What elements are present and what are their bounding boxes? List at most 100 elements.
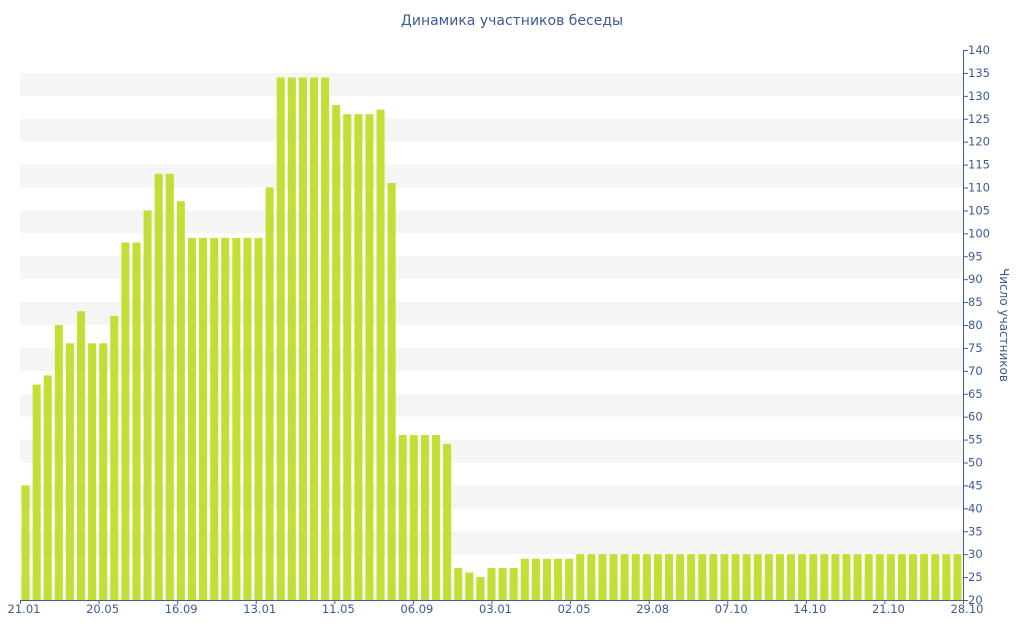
bar xyxy=(820,554,829,600)
x-tick-label: 29.08 xyxy=(636,602,669,616)
bar xyxy=(254,237,263,601)
bar xyxy=(831,554,840,600)
bar xyxy=(199,237,208,601)
bar xyxy=(698,554,707,600)
y-tick-label: 45 xyxy=(968,478,983,492)
bar xyxy=(642,554,651,600)
bar xyxy=(409,435,418,600)
bar xyxy=(465,572,474,600)
bar xyxy=(476,577,485,600)
bar xyxy=(265,187,274,600)
bar xyxy=(65,343,74,600)
bar xyxy=(21,485,30,600)
bar xyxy=(354,114,363,601)
bar xyxy=(842,554,851,600)
y-tick-label: 115 xyxy=(968,158,990,172)
bar xyxy=(77,311,86,600)
y-tick-label: 65 xyxy=(968,387,983,401)
bar xyxy=(620,554,629,600)
y-tick-label: 125 xyxy=(968,112,990,126)
bar xyxy=(886,554,895,600)
y-tick-label: 130 xyxy=(968,89,990,103)
bar xyxy=(942,554,951,600)
bar xyxy=(753,554,762,600)
bar xyxy=(365,114,374,601)
bar xyxy=(321,77,330,600)
y-tick-label: 55 xyxy=(968,433,983,447)
bar xyxy=(498,567,507,600)
bar xyxy=(598,554,607,600)
bar xyxy=(631,554,640,600)
grid-band xyxy=(20,210,963,234)
bar xyxy=(809,554,818,600)
y-tick-label: 120 xyxy=(968,135,990,149)
x-tick-label: 02.05 xyxy=(558,602,591,616)
x-tick-label: 03.01 xyxy=(479,602,512,616)
bar xyxy=(165,173,174,600)
y-axis-title: Число участников xyxy=(997,268,1011,382)
bar xyxy=(487,567,496,600)
bar xyxy=(43,375,52,600)
bar xyxy=(897,554,906,600)
y-tick-label: 40 xyxy=(968,501,983,515)
bar xyxy=(565,558,574,600)
y-tick-label: 35 xyxy=(968,524,983,538)
bar xyxy=(143,210,152,601)
bar xyxy=(443,444,452,600)
bar xyxy=(587,554,596,600)
x-tick-label: 07.10 xyxy=(715,602,748,616)
grid-band xyxy=(20,118,963,142)
bar xyxy=(687,554,696,600)
x-tick-label: 21.10 xyxy=(872,602,905,616)
chart-title: Динамика участников беседы xyxy=(400,13,624,29)
bar xyxy=(276,77,285,600)
bar xyxy=(420,435,429,600)
bar xyxy=(909,554,918,600)
bar xyxy=(88,343,97,600)
y-tick-label: 50 xyxy=(968,456,983,470)
bar xyxy=(132,242,141,600)
grid-band xyxy=(20,164,963,188)
bar xyxy=(742,554,751,600)
bar xyxy=(298,77,307,600)
bar xyxy=(187,237,196,601)
bar xyxy=(798,554,807,600)
bar xyxy=(864,554,873,600)
bar xyxy=(720,554,729,600)
bar xyxy=(875,554,884,600)
x-tick-label: 14.10 xyxy=(793,602,826,616)
x-tick-labels: 21.01 20.05 16.09 13.01 11.05 06.09 03.01 02.05… xyxy=(8,602,984,616)
bar xyxy=(154,173,163,600)
bar xyxy=(432,435,441,600)
y-tick-label: 20 xyxy=(968,593,983,607)
bar xyxy=(554,558,563,600)
bar xyxy=(787,554,796,600)
bar xyxy=(221,237,230,601)
y-tick-label: 60 xyxy=(968,410,983,424)
bar xyxy=(210,237,219,601)
bar xyxy=(576,554,585,600)
bar xyxy=(454,567,463,600)
x-tick-label: 28.10 xyxy=(951,602,984,616)
bar xyxy=(542,558,551,600)
axes xyxy=(20,50,968,604)
bar xyxy=(709,554,718,600)
bar xyxy=(54,325,63,600)
x-tick-label: 21.01 xyxy=(8,602,41,616)
y-tick-label: 105 xyxy=(968,203,990,217)
bar xyxy=(343,114,352,601)
bar xyxy=(121,242,130,600)
y-tick-label: 135 xyxy=(968,66,990,80)
bar xyxy=(332,105,341,600)
x-tick-label: 13.01 xyxy=(243,602,276,616)
y-tick-labels: 20 25 30 35 40 45 50 55 60 65 70 75 80 85 90 95 100 105 11… xyxy=(968,43,990,607)
y-tick-label: 85 xyxy=(968,295,983,309)
y-tick-label: 30 xyxy=(968,547,983,561)
y-tick-label: 25 xyxy=(968,570,983,584)
bar xyxy=(387,182,396,601)
y-tick-label: 140 xyxy=(968,43,990,57)
bar xyxy=(731,554,740,600)
bar xyxy=(531,558,540,600)
bar xyxy=(764,554,773,600)
